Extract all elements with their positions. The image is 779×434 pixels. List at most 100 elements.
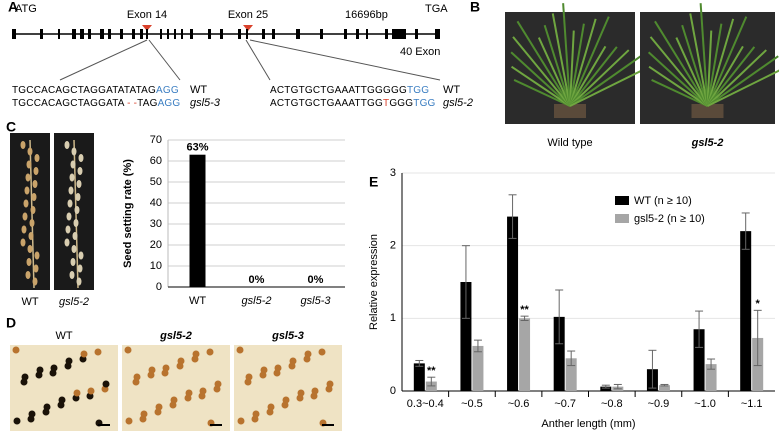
y-tick-label: 60: [150, 155, 162, 167]
pollen: [94, 348, 102, 356]
sequence-part: - -: [124, 98, 137, 109]
x-tick-label: ~0.8: [601, 398, 623, 410]
exon: [435, 29, 440, 39]
pollen: [65, 357, 73, 365]
grain: [67, 199, 73, 208]
grain: [32, 277, 38, 286]
error-bar: [648, 349, 657, 389]
grain: [76, 277, 82, 286]
leaf: [706, 18, 735, 107]
x-tick-label: ~0.9: [648, 398, 670, 410]
y-tick-label: 1: [390, 312, 396, 324]
bar: [600, 386, 612, 391]
grain: [77, 264, 83, 273]
leaf: [706, 23, 723, 107]
sequence-part: TGG: [413, 98, 435, 109]
error-bar: [520, 315, 529, 322]
pollen: [282, 396, 290, 404]
x-tick-label: ~1.1: [741, 398, 763, 410]
pollen: [199, 387, 207, 395]
sequence-part: ACTGTGCTGAAATTGGGGG: [270, 85, 407, 96]
zoom-line: [59, 39, 148, 81]
grain: [78, 251, 84, 260]
grain: [23, 199, 29, 208]
photo-caption: gsl5-2: [691, 137, 724, 149]
exon: [40, 29, 43, 39]
grain: [31, 193, 37, 201]
leaf: [569, 16, 610, 107]
leaf: [537, 37, 571, 107]
grain: [34, 154, 40, 162]
sequence: ACTGTGCTGAAATTGGTGGGTGG: [270, 98, 436, 109]
grain: [66, 212, 72, 221]
pollen: [50, 364, 58, 372]
value-label: 0%: [249, 274, 265, 286]
pollen: [260, 366, 268, 374]
error-bar: [695, 310, 704, 348]
grain: [69, 173, 75, 182]
pollen: [297, 389, 305, 397]
bar: [740, 231, 752, 391]
panel-letter: A: [8, 0, 18, 15]
exon: [88, 29, 91, 39]
scale-bar: [210, 424, 222, 426]
error-bar: [427, 376, 436, 387]
grain: [20, 141, 26, 149]
grain: [69, 271, 75, 279]
value-label: 0%: [308, 274, 324, 286]
panel-letter: E: [369, 174, 378, 190]
y-tick-label: 30: [150, 218, 162, 230]
grain: [64, 141, 70, 149]
photo-caption: gsl5-2: [59, 296, 89, 308]
pollen-photo: [122, 345, 230, 431]
error-bar: [473, 339, 482, 353]
legend-swatch: [615, 196, 629, 205]
photo-caption: Wild type: [547, 137, 592, 149]
y-tick-label: 10: [150, 260, 162, 272]
leaf: [569, 55, 642, 107]
exon-label: Exon 25: [228, 9, 268, 21]
sequence-name: gsl5-2: [443, 97, 473, 109]
y-tick-label: 0: [390, 385, 396, 397]
grain: [28, 232, 34, 240]
sequence-part: GGG: [389, 98, 413, 109]
error-bar: [508, 194, 517, 239]
legend-label: gsl5-2 (n ≥ 10): [634, 213, 705, 225]
sequence-part: TAG: [137, 98, 157, 109]
pollen-photo: [10, 345, 118, 431]
grain: [71, 147, 77, 156]
pollen: [133, 373, 141, 381]
grain: [25, 271, 31, 279]
pollen: [73, 389, 81, 397]
x-tick-label: gsl5-2: [242, 295, 272, 307]
pollen: [162, 364, 170, 372]
panel-letter: C: [6, 119, 16, 135]
exon: [80, 29, 84, 39]
pollen: [236, 346, 244, 354]
x-tick-label: ~1.0: [694, 398, 716, 410]
scale-bar: [322, 424, 334, 426]
grain: [22, 212, 28, 221]
error-bar: [601, 384, 610, 389]
error-bar: [567, 350, 576, 367]
pollen: [192, 350, 200, 358]
grain: [25, 173, 31, 182]
scale-bar: [98, 424, 110, 426]
y-tick-label: 70: [150, 134, 162, 146]
sequence-part: T: [383, 98, 389, 109]
leaf: [512, 36, 571, 107]
leaf: [569, 18, 597, 107]
exon: [220, 29, 223, 39]
leaf: [681, 24, 709, 107]
y-axis-title: Seed setting rate (%): [122, 159, 134, 268]
significance-mark: *: [756, 298, 761, 310]
pollen: [177, 357, 185, 365]
pollen: [170, 396, 178, 404]
sequence-name: WT: [190, 84, 207, 96]
significance-mark: **: [427, 365, 436, 377]
pollen: [28, 410, 36, 418]
legend-swatch: [615, 214, 629, 223]
grain: [78, 154, 84, 162]
pollen: [43, 403, 51, 411]
sequence-part: AGG: [158, 98, 181, 109]
